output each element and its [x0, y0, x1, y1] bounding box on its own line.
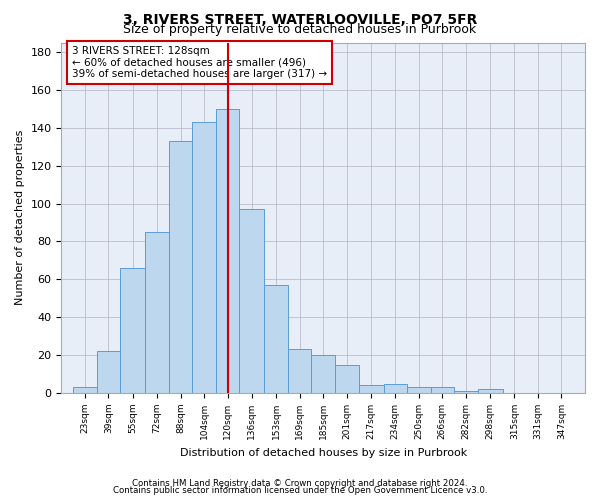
Bar [97, 352, 120, 393]
Bar [193, 122, 216, 393]
Bar [120, 268, 145, 393]
Bar [169, 141, 193, 393]
Bar [407, 388, 431, 393]
Text: Contains public sector information licensed under the Open Government Licence v3: Contains public sector information licen… [113, 486, 487, 495]
Bar [359, 386, 383, 393]
Text: 3 RIVERS STREET: 128sqm
← 60% of detached houses are smaller (496)
39% of semi-d: 3 RIVERS STREET: 128sqm ← 60% of detache… [72, 46, 327, 79]
Text: Contains HM Land Registry data © Crown copyright and database right 2024.: Contains HM Land Registry data © Crown c… [132, 478, 468, 488]
Bar [73, 388, 97, 393]
Bar [383, 384, 407, 393]
Bar [431, 388, 454, 393]
Bar [145, 232, 169, 393]
Text: 3, RIVERS STREET, WATERLOOVILLE, PO7 5FR: 3, RIVERS STREET, WATERLOOVILLE, PO7 5FR [123, 12, 477, 26]
Bar [478, 390, 503, 393]
Bar [216, 109, 239, 393]
Text: Size of property relative to detached houses in Purbrook: Size of property relative to detached ho… [124, 22, 476, 36]
Bar [454, 391, 478, 393]
Bar [335, 364, 359, 393]
X-axis label: Distribution of detached houses by size in Purbrook: Distribution of detached houses by size … [179, 448, 467, 458]
Bar [265, 285, 288, 393]
Y-axis label: Number of detached properties: Number of detached properties [15, 130, 25, 306]
Bar [288, 350, 311, 393]
Bar [311, 355, 335, 393]
Bar [239, 210, 265, 393]
